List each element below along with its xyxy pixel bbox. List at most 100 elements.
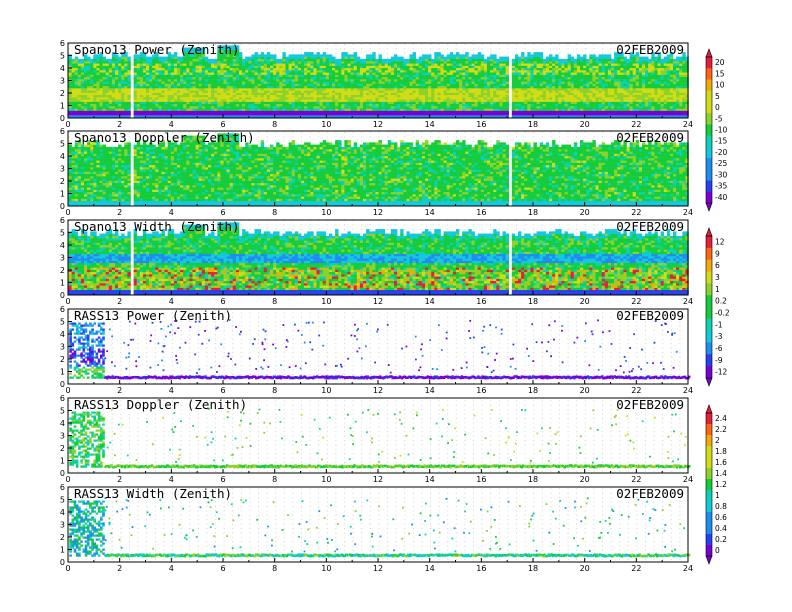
- x-tick-label: 24: [683, 208, 693, 217]
- colorbar-swatch: [706, 468, 712, 480]
- colorbar-swatch: [706, 413, 712, 425]
- x-tick-label: 8: [272, 564, 277, 573]
- panel-title: RASS13 Power (Zenith): [74, 308, 232, 323]
- y-tick-label: 4: [60, 241, 65, 250]
- colorbar-label: 1.2: [715, 480, 727, 489]
- x-tick-label: 4: [169, 564, 174, 573]
- colorbar-label: 2.4: [715, 414, 727, 423]
- colorbar-swatch: [706, 247, 712, 260]
- colorbar-label: 5: [715, 92, 720, 101]
- x-tick-label: 0: [65, 120, 70, 129]
- x-tick-label: 18: [528, 120, 538, 129]
- colorbar-swatch: [706, 169, 712, 181]
- x-tick-label: 0: [65, 297, 70, 306]
- colorbar-swatch: [706, 435, 712, 447]
- x-tick-label: 12: [373, 564, 383, 573]
- colorbar-label: 2: [715, 436, 720, 445]
- x-tick-label: 14: [425, 120, 435, 129]
- colorbar-swatch: [706, 68, 712, 80]
- x-tick-label: 14: [425, 208, 435, 217]
- colorbar-swatch: [706, 113, 712, 125]
- colorbar-swatch: [706, 180, 712, 193]
- y-tick-label: 0: [60, 291, 65, 300]
- x-tick-label: 10: [321, 386, 331, 395]
- x-tick-label: 16: [476, 475, 486, 484]
- x-tick-label: 20: [580, 120, 590, 129]
- colorbar-label: -35: [715, 182, 727, 191]
- colorbar-swatch: [706, 135, 712, 148]
- y-tick-label: 2: [60, 444, 65, 453]
- x-tick-label: 10: [321, 564, 331, 573]
- colorbar-label: -15: [715, 137, 727, 146]
- x-tick-label: 18: [528, 297, 538, 306]
- x-tick-label: 14: [425, 475, 435, 484]
- y-tick-label: 6: [60, 127, 65, 136]
- x-tick-label: 4: [169, 475, 174, 484]
- x-tick-label: 14: [425, 386, 435, 395]
- colorbar-label: 0.2: [715, 297, 727, 306]
- colorbar-swatch: [706, 446, 712, 458]
- colorbar-swatch: [706, 271, 712, 284]
- y-tick-label: 1: [60, 279, 65, 288]
- colorbar-frame: [705, 235, 713, 379]
- colorbar-label: -30: [715, 170, 727, 179]
- colorbar-label: 0.4: [715, 524, 727, 533]
- heatmap-cells: [69, 408, 691, 469]
- x-tick-label: 24: [683, 386, 693, 395]
- panel-title: RASS13 Width (Zenith): [74, 486, 232, 501]
- colorbar-label: -20: [715, 148, 727, 157]
- colorbar-label: 6: [715, 261, 720, 270]
- x-tick-label: 8: [272, 120, 277, 129]
- colorbar-swatch: [706, 158, 712, 170]
- x-tick-label: 0: [65, 475, 70, 484]
- x-tick-label: 12: [373, 208, 383, 217]
- colorbar-3: 2.4 2.2 2 1.8 1.6 1.4 1.2 1 0.8 0.6 0.4 0.2 0: [705, 404, 727, 565]
- x-tick-label: 20: [580, 208, 590, 217]
- x-tick-label: 6: [220, 297, 225, 306]
- colorbar-swatch: [706, 330, 712, 343]
- y-tick-label: 3: [60, 254, 65, 263]
- x-tick-label: 6: [220, 386, 225, 395]
- y-tick-label: 2: [60, 355, 65, 364]
- colorbar-swatch: [706, 366, 712, 379]
- colorbar-swatch: [706, 124, 712, 136]
- x-tick-label: 10: [321, 475, 331, 484]
- y-tick-label: 0: [60, 558, 65, 567]
- y-tick-label: 5: [60, 496, 65, 505]
- heatmap-cells: [69, 319, 691, 380]
- colorbar-swatch: [706, 501, 712, 513]
- y-tick-label: 3: [60, 77, 65, 86]
- panel-date: 02FEB2009: [616, 308, 684, 323]
- x-tick-label: 20: [580, 386, 590, 395]
- x-tick-label: 20: [580, 564, 590, 573]
- x-tick-label: 8: [272, 208, 277, 217]
- colorbar-bottom-arrow: [705, 202, 713, 212]
- y-tick-label: 6: [60, 483, 65, 492]
- x-tick-label: 12: [373, 475, 383, 484]
- colorbar-label: 9: [715, 249, 720, 258]
- x-tick-label: 22: [631, 208, 641, 217]
- colorbar-top-arrow: [705, 48, 713, 58]
- y-tick-label: 4: [60, 64, 65, 73]
- y-tick-label: 5: [60, 318, 65, 327]
- colorbar-swatch: [706, 146, 712, 159]
- colorbar-swatch: [706, 191, 712, 204]
- colorbar-label: 0: [715, 103, 720, 112]
- colorbar-label: -25: [715, 159, 727, 168]
- colorbar-swatch: [706, 259, 712, 272]
- x-tick-label: 2: [117, 208, 122, 217]
- x-tick-label: 4: [169, 297, 174, 306]
- x-tick-label: 14: [425, 297, 435, 306]
- x-tick-label: 20: [580, 475, 590, 484]
- y-tick-label: 1: [60, 368, 65, 377]
- colorbar-label: 1: [715, 491, 720, 500]
- x-tick-label: 18: [528, 564, 538, 573]
- colorbar-top-arrow: [705, 227, 713, 237]
- colorbar-swatch: [706, 90, 712, 103]
- y-tick-label: 4: [60, 419, 65, 428]
- colorbar-label: -6: [715, 344, 723, 353]
- heatmap-cells: [68, 45, 689, 118]
- plot-area: [68, 309, 688, 384]
